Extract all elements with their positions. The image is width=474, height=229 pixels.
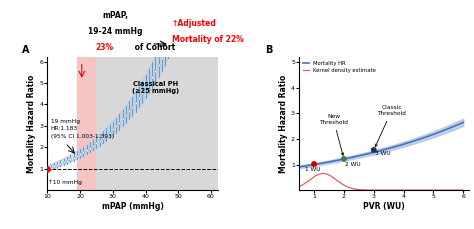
Point [93,142,100,145]
Point [181,0,189,2]
Point [155,63,163,66]
Legend: Mortality HR, Kernel density estimate: Mortality HR, Kernel density estimate [302,60,377,74]
Text: ↑Adjusted: ↑Adjusted [172,19,216,28]
Point [128,105,136,109]
Point [96,139,103,143]
Point [112,124,120,128]
Point [73,154,81,158]
Point [122,114,130,117]
Point [102,134,110,137]
Point [138,91,146,95]
Point [168,34,175,37]
Point [86,146,94,150]
Text: (95% CI 1.003-1.393): (95% CI 1.003-1.393) [51,134,114,139]
Text: 19-24 mmHg: 19-24 mmHg [88,27,143,36]
X-axis label: mPAP (mmHg): mPAP (mmHg) [101,202,164,211]
Point [158,56,166,60]
Point [310,162,318,166]
Y-axis label: Mortality Hazard Ratio: Mortality Hazard Ratio [279,74,288,173]
Point [142,86,149,90]
Point [340,157,348,161]
Point [109,128,117,131]
Point [76,152,84,156]
Point [50,164,58,168]
Bar [77,57,97,190]
Point [174,17,182,20]
Point [106,131,113,134]
Text: A: A [22,45,29,55]
Point [80,150,87,154]
Point [54,163,61,167]
Point [70,156,77,159]
Point [119,117,127,121]
Text: 3 WU: 3 WU [375,151,391,156]
Point [60,161,68,164]
Point [148,75,156,79]
Point [164,41,172,45]
Bar [97,57,218,190]
Text: B: B [265,45,273,55]
Text: ↑10 mmHg: ↑10 mmHg [48,180,82,185]
Text: New
Threshold: New Threshold [319,114,348,155]
Text: Mortality of 22%: Mortality of 22% [172,35,243,44]
Text: Classical PH
(≥25 mmHg): Classical PH (≥25 mmHg) [132,81,179,94]
Text: Classic
Threshold: Classic Threshold [375,105,406,147]
X-axis label: PVR (WU): PVR (WU) [364,202,405,211]
Point [132,101,139,105]
Text: of Cohort: of Cohort [132,43,176,52]
Text: 23%: 23% [95,43,113,52]
Point [66,157,74,161]
Text: 19 mmHg: 19 mmHg [51,119,80,124]
Point [152,69,159,73]
Point [116,121,123,125]
Point [161,49,169,53]
Text: mPAP,: mPAP, [102,11,128,20]
Text: HR:1.183: HR:1.183 [51,126,78,131]
Point [63,159,71,163]
Point [90,144,97,147]
Text: 2 WU: 2 WU [346,162,361,167]
Point [370,148,378,152]
Point [171,25,179,29]
Point [145,81,153,85]
Point [47,166,55,169]
Point [44,167,51,170]
Point [135,96,143,100]
Point [57,162,64,166]
Point [44,167,51,170]
Text: 1 WU: 1 WU [305,167,321,172]
Point [178,8,185,11]
Point [83,148,91,152]
Y-axis label: Mortality Hazard Ratio: Mortality Hazard Ratio [27,74,36,173]
Point [126,110,133,113]
Point [99,136,107,140]
